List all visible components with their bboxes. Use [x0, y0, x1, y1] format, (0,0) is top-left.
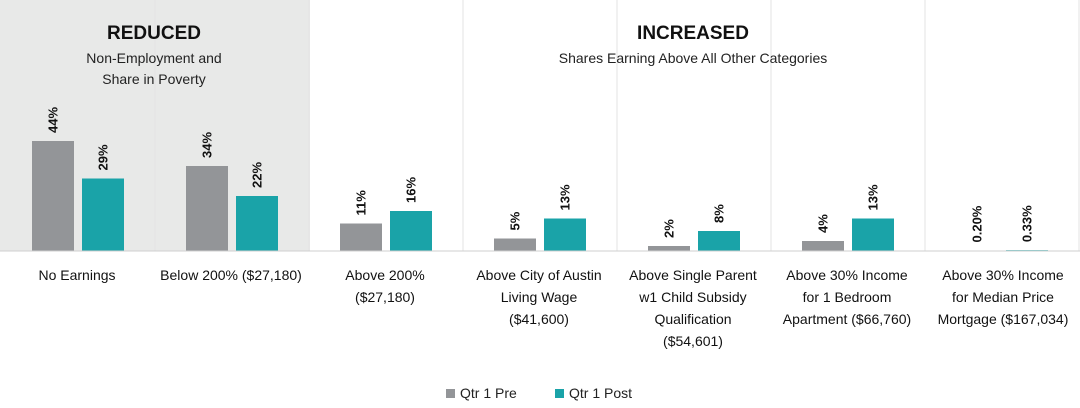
category-label: w1 Child Subsidy: [638, 289, 746, 305]
bar-post-3: [544, 218, 586, 251]
category-label: for 1 Bedroom: [803, 289, 892, 305]
bar-post-1: [236, 196, 278, 251]
value-label: 16%: [404, 177, 419, 203]
legend-swatch-post: [555, 389, 564, 398]
category-label: Above City of Austin: [476, 267, 601, 283]
value-label: 13%: [866, 184, 881, 210]
category-label: Above 200%: [345, 267, 424, 283]
group-title-increased: INCREASED: [637, 23, 749, 44]
category-label: Below 200% ($27,180): [160, 267, 302, 283]
bar-pre-4: [648, 246, 690, 251]
value-label: 4%: [816, 214, 831, 233]
value-label: 13%: [558, 184, 573, 210]
category-label: Qualification: [654, 311, 731, 327]
group-title-reduced: REDUCED: [107, 23, 201, 44]
bar-pre-0: [32, 141, 74, 251]
value-label: 0.20%: [970, 205, 985, 242]
category-label: ($41,600): [509, 311, 569, 327]
category-label: Above 30% Income: [786, 267, 908, 283]
bar-pre-2: [340, 223, 382, 251]
category-label: ($27,180): [355, 289, 415, 305]
bar-post-4: [698, 231, 740, 251]
legend-label-post: Qtr 1 Post: [569, 385, 632, 401]
value-label: 2%: [662, 219, 677, 238]
category-label: Above Single Parent: [629, 267, 757, 283]
bar-post-2: [390, 211, 432, 251]
group-subtitle: Shares Earning Above All Other Categorie…: [559, 50, 828, 66]
bar-pre-5: [802, 241, 844, 251]
category-label: for Median Price: [952, 289, 1054, 305]
value-label: 44%: [46, 107, 61, 133]
bar-post-0: [82, 178, 124, 251]
bar-pre-1: [186, 166, 228, 251]
bar-post-5: [852, 218, 894, 251]
value-label: 22%: [250, 162, 265, 188]
bar-pre-3: [494, 238, 536, 251]
category-label: ($54,601): [663, 333, 723, 349]
value-label: 34%: [200, 132, 215, 158]
value-label: 29%: [96, 144, 111, 170]
legend-label-pre: Qtr 1 Pre: [460, 385, 517, 401]
category-label: Mortgage ($167,034): [938, 311, 1069, 327]
category-label: No Earnings: [38, 267, 115, 283]
value-label: 8%: [712, 204, 727, 223]
value-label: 11%: [354, 190, 369, 216]
legend-swatch-pre: [446, 389, 455, 398]
value-label: 0.33%: [1020, 205, 1035, 242]
category-label: Living Wage: [501, 289, 578, 305]
category-label: Above 30% Income: [942, 267, 1064, 283]
group-subtitle: Non-Employment and: [86, 50, 221, 66]
category-label: Apartment ($66,760): [783, 311, 911, 327]
group-subtitle: Share in Poverty: [102, 71, 206, 87]
value-label: 5%: [508, 211, 523, 230]
